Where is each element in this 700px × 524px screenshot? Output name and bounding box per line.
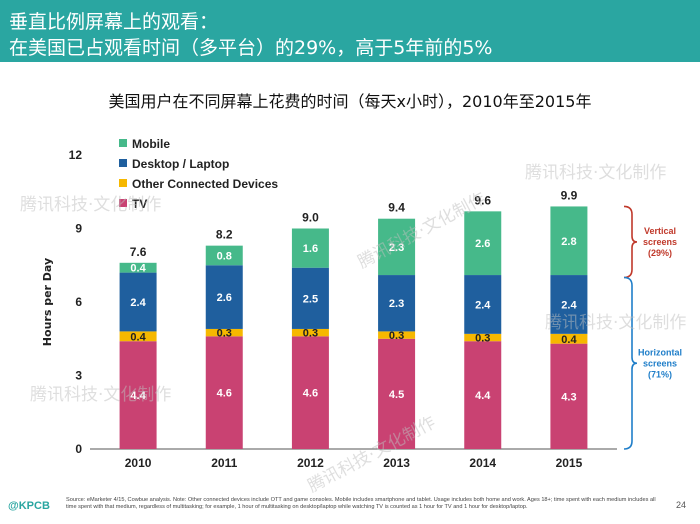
bar-segment	[119, 262, 157, 273]
data-label: 0.4	[130, 263, 146, 275]
bar-segment	[464, 275, 502, 334]
data-label: 0.3	[389, 330, 404, 342]
annotation-label: screens	[643, 358, 677, 368]
x-tick-label: 2014	[469, 456, 496, 470]
data-label: 4.4	[475, 390, 491, 402]
chart-title: 美国用户在不同屏幕上花费的时间（每天x小时），2010年至2015年	[108, 92, 592, 111]
bar-segment	[550, 206, 588, 276]
bar-segment	[205, 265, 243, 329]
data-label: 4.5	[389, 389, 404, 401]
bar-segment	[378, 338, 416, 449]
y-tick-label: 6	[75, 295, 82, 309]
data-label: 2.8	[561, 236, 576, 248]
bar-segment	[291, 228, 329, 268]
data-label: 2.3	[389, 298, 404, 310]
total-label: 9.9	[561, 188, 578, 202]
data-label: 2.6	[475, 238, 490, 250]
brand-label: @KPCB	[8, 500, 50, 512]
y-axis-label: Hours per Day	[41, 258, 54, 346]
bar-segment	[464, 211, 502, 276]
legend-swatch	[119, 159, 127, 167]
bar-segment	[378, 331, 416, 339]
bar-segment	[550, 275, 588, 334]
slide-title-line-1: 垂直比例屏幕上的观看：	[9, 11, 219, 33]
data-label: 1.6	[303, 243, 318, 255]
data-label: 2.4	[561, 299, 577, 311]
annotation-brace	[623, 276, 638, 450]
annotation-share: (71%)	[648, 369, 672, 379]
slide-title-line-2: 在美国已占观看时间（多平台）的29%，高于5年前的5%	[9, 37, 493, 59]
legend-swatch	[119, 139, 127, 147]
bar-segment	[291, 267, 329, 329]
x-tick-label: 2013	[383, 456, 410, 470]
legend-label: Desktop / Laptop	[132, 157, 229, 171]
data-label: 4.6	[217, 388, 232, 400]
data-label: 0.3	[475, 333, 490, 345]
x-tick-label: 2015	[556, 456, 583, 470]
bar-segment	[205, 245, 243, 266]
y-tick-label: 3	[75, 369, 82, 383]
data-label: 4.4	[130, 390, 146, 402]
data-label: 4.3	[561, 391, 576, 403]
bar-segment	[205, 336, 243, 449]
data-label: 0.4	[130, 331, 146, 343]
data-label: 0.8	[217, 250, 232, 262]
annotation-share: (29%)	[648, 248, 672, 258]
x-tick-label: 2010	[125, 456, 152, 470]
annotation-label: Horizontal	[638, 347, 682, 357]
total-label: 8.2	[216, 228, 233, 242]
y-tick-label: 9	[75, 222, 82, 236]
x-tick-label: 2012	[297, 456, 324, 470]
bar-segment	[119, 341, 157, 449]
bar-segment	[119, 331, 157, 342]
bar-segment	[550, 333, 588, 344]
bar-segment	[378, 218, 416, 276]
legend-label: TV	[132, 197, 147, 211]
data-label: 0.3	[217, 328, 232, 340]
bar-segment	[119, 272, 157, 332]
legend-label: Mobile	[132, 137, 170, 151]
total-label: 9.0	[302, 211, 319, 225]
annotation-brace	[623, 205, 638, 279]
legend-swatch	[119, 179, 127, 187]
bar-segment	[291, 336, 329, 449]
data-label: 0.4	[561, 334, 577, 346]
bar-segment	[550, 343, 588, 449]
data-label: 2.6	[217, 292, 232, 304]
bar-segment	[464, 333, 502, 342]
source-note: Source: eMarketer 4/15, Cowbue analysis.…	[66, 497, 656, 510]
data-label: 2.3	[389, 242, 404, 254]
page-number: 24	[675, 500, 686, 510]
data-label: 0.3	[303, 328, 318, 340]
annotation-label: Vertical	[644, 226, 676, 236]
total-label: 9.6	[474, 193, 491, 207]
legend-label: Other Connected Devices	[132, 177, 278, 191]
y-tick-label: 0	[75, 442, 82, 456]
data-label: 4.6	[303, 388, 318, 400]
data-label: 2.4	[475, 299, 491, 311]
bar-segment	[205, 328, 243, 337]
x-tick-label: 2011	[211, 456, 237, 470]
annotation-label: screens	[643, 237, 677, 247]
slide-header: 垂直比例屏幕上的观看： 在美国已占观看时间（多平台）的29%，高于5年前的5%	[0, 0, 700, 62]
legend-swatch	[119, 199, 127, 207]
total-label: 9.4	[388, 201, 405, 215]
total-label: 7.6	[130, 245, 147, 259]
bar-segment	[291, 328, 329, 337]
y-tick-label: 12	[69, 148, 83, 162]
bar-segment	[378, 275, 416, 332]
bar-segment	[464, 341, 502, 449]
data-label: 2.5	[303, 293, 318, 305]
data-label: 2.4	[130, 297, 146, 309]
